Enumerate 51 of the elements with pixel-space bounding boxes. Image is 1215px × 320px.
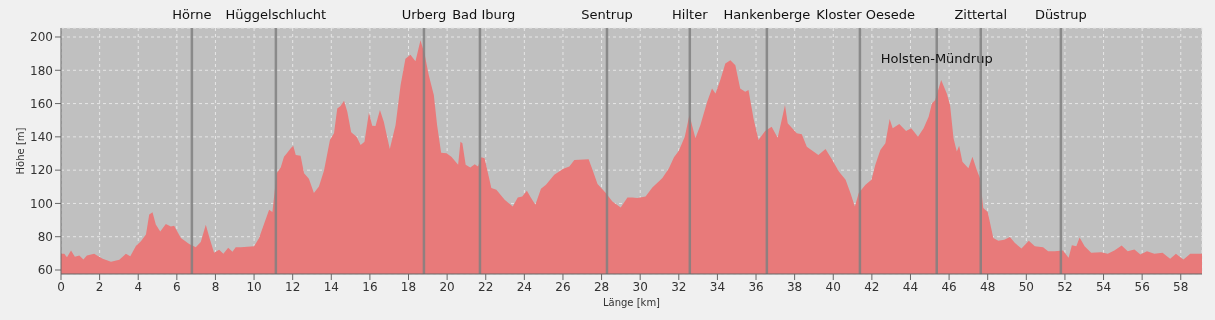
x-tick-label: 30 xyxy=(632,279,648,294)
x-tick-label: 32 xyxy=(671,279,687,294)
x-tick-label: 8 xyxy=(211,279,220,294)
ref-line-label: Zittertal xyxy=(954,7,1008,22)
x-tick-label: 14 xyxy=(323,279,339,294)
x-tick-label: 50 xyxy=(1018,279,1034,294)
x-tick-label: 36 xyxy=(748,279,764,294)
ref-line-label: Hörne xyxy=(172,7,212,22)
x-tick-label: 20 xyxy=(439,279,455,294)
y-axis-title: Höhe [m] xyxy=(14,127,26,175)
y-tick-label: 100 xyxy=(30,196,53,211)
ref-line-label: Hüggelschlucht xyxy=(225,7,327,22)
x-tick-label: 16 xyxy=(362,279,378,294)
y-tick-label: 180 xyxy=(30,63,53,78)
ref-line-label: Urberg xyxy=(401,7,447,22)
x-tick-label: 26 xyxy=(555,279,571,294)
x-axis-title: Länge [km] xyxy=(602,297,661,308)
x-tick-label: 0 xyxy=(57,279,65,294)
ref-line-label: Hilter xyxy=(672,7,709,22)
ref-line-label: Düstrup xyxy=(1034,7,1087,22)
x-tick-label: 34 xyxy=(709,279,726,294)
x-tick-label: 52 xyxy=(1057,279,1073,294)
y-tick-label: 120 xyxy=(30,163,53,178)
x-tick-label: 42 xyxy=(864,279,880,294)
ref-line-label: Bad Iburg xyxy=(452,7,516,22)
x-tick-label: 28 xyxy=(593,279,610,294)
x-tick-label: 2 xyxy=(95,279,104,294)
x-tick-label: 58 xyxy=(1173,279,1189,294)
x-tick-label: 6 xyxy=(173,279,181,294)
x-tick-label: 18 xyxy=(400,279,417,294)
x-tick-label: 4 xyxy=(134,279,143,294)
x-tick-label: 48 xyxy=(980,279,996,294)
x-tick-label: 54 xyxy=(1095,279,1112,294)
x-tick-label: 24 xyxy=(516,279,532,294)
x-tick-label: 22 xyxy=(478,279,494,294)
x-tick-label: 10 xyxy=(246,279,262,294)
y-tick-label: 60 xyxy=(37,263,53,278)
ref-line-label: Kloster Oesede xyxy=(816,7,915,22)
y-tick-label: 140 xyxy=(30,130,53,145)
x-tick-label: 44 xyxy=(902,279,919,294)
x-tick-label: 38 xyxy=(787,279,803,294)
y-tick-label: 80 xyxy=(37,229,53,244)
ref-line-label: Holsten-Mündrup xyxy=(880,51,993,66)
ref-line-label: Sentrup xyxy=(581,7,633,22)
ref-line-label: Hankenberge xyxy=(723,7,811,22)
y-tick-label: 160 xyxy=(30,96,53,111)
x-tick-label: 40 xyxy=(825,279,841,294)
x-tick-label: 12 xyxy=(285,279,301,294)
x-tick-label: 56 xyxy=(1134,279,1150,294)
y-tick-label: 200 xyxy=(30,30,53,45)
x-tick-label: 46 xyxy=(941,279,957,294)
